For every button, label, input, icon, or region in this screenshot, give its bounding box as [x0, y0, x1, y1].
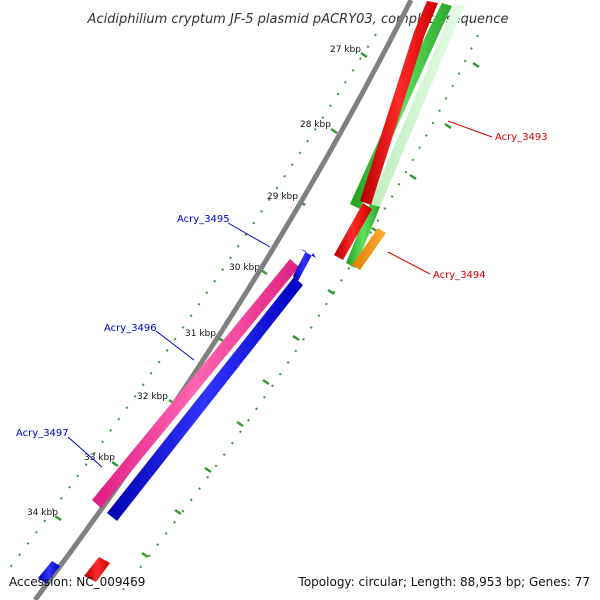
- gene-label-acry-3494: Acry_3494: [433, 270, 486, 281]
- tick-label-27: 27 kbp: [330, 45, 361, 55]
- gene-acry-3493-feature-pale: [369, 4, 465, 209]
- map-summary-text: Topology: circular; Length: 88,953 bp; G…: [298, 575, 590, 589]
- plasmid-backbone: [32, 0, 414, 600]
- tick-label-30: 30 kbp: [229, 263, 260, 273]
- label-leader-3495: [227, 222, 271, 248]
- gene-acry-3496-cds: [92, 259, 299, 508]
- tick-labels: 27 kbp 28 kbp 29 kbp 30 kbp 31 kbp 32 kb…: [27, 45, 361, 518]
- gene-acry-3497-cds: [107, 277, 303, 521]
- gene-acry-3493-feature-lower: [346, 204, 380, 268]
- tick-label-28: 28 kbp: [300, 120, 331, 130]
- tick-label-33: 33 kbp: [84, 453, 115, 463]
- tick-label-29: 29 kbp: [267, 192, 298, 202]
- gene-label-acry-3495: Acry_3495: [177, 214, 230, 225]
- outer-tick-marks: [141, 61, 480, 559]
- outer-dotted-guide: [117, 34, 479, 597]
- tick-label-34: 34 kbp: [27, 508, 58, 518]
- bottom-red-fragment: [84, 557, 110, 582]
- inner-dotted-guide: [4, 33, 377, 575]
- gene-acry-3493-cds: [360, 1, 438, 205]
- tick-label-32: 32 kbp: [137, 392, 168, 402]
- label-leader-3496: [155, 330, 195, 361]
- gene-label-acry-3493: Acry_3493: [495, 132, 548, 143]
- bottom-blue-fragment: [38, 561, 60, 584]
- gene-label-acry-3496: Acry_3496: [104, 323, 157, 334]
- label-leader-3493: [447, 120, 493, 138]
- gene-acry-3494-cds: [334, 203, 372, 260]
- label-leader-3494: [387, 251, 431, 275]
- tick-label-31: 31 kbp: [185, 329, 216, 339]
- gene-label-acry-3497: Acry_3497: [16, 428, 69, 439]
- gene-acry-3494-small-feature: [352, 228, 386, 270]
- gene-acry-3495-cds: [293, 249, 316, 283]
- accession-text: Accession: NC_009469: [9, 575, 145, 589]
- label-leader-3497: [67, 436, 103, 468]
